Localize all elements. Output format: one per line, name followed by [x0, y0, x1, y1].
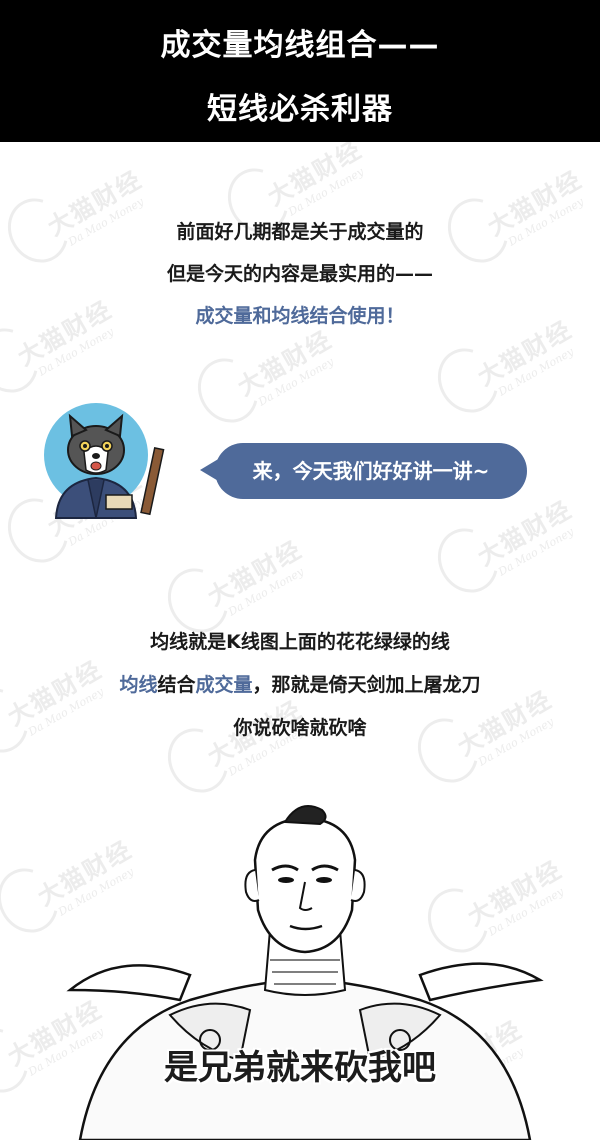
intro-line-2: 但是今天的内容是最实用的—— [166, 263, 433, 285]
intro-line-1: 前面好几期都是关于成交量的 [176, 221, 424, 243]
caption-text: 是兄弟就来砍我吧 [163, 1047, 437, 1089]
intro-line-3: 成交量和均线结合使用！ [195, 305, 405, 327]
highlight-ma: 均线 [119, 674, 158, 696]
title-line-1: 成交量均线组合—— [160, 28, 440, 63]
explain-line-3: 你说砍啥就砍啥 [233, 717, 367, 739]
speech-bubble: 来，今天我们好好讲一讲~ [215, 443, 527, 499]
cat-teacher-icon [44, 403, 165, 519]
warrior-illustration [66, 805, 544, 1140]
explain-line-1: 均线就是K线图上面的花花绿绿的线 [150, 631, 450, 653]
explain-line-2: 均线结合成交量，那就是倚天剑加上屠龙刀 [119, 674, 481, 696]
title-line-2: 短线必杀利器 [207, 92, 393, 127]
highlight-volume: 成交量 [195, 674, 253, 696]
title-banner: 成交量均线组合—— 短线必杀利器 [0, 0, 600, 142]
